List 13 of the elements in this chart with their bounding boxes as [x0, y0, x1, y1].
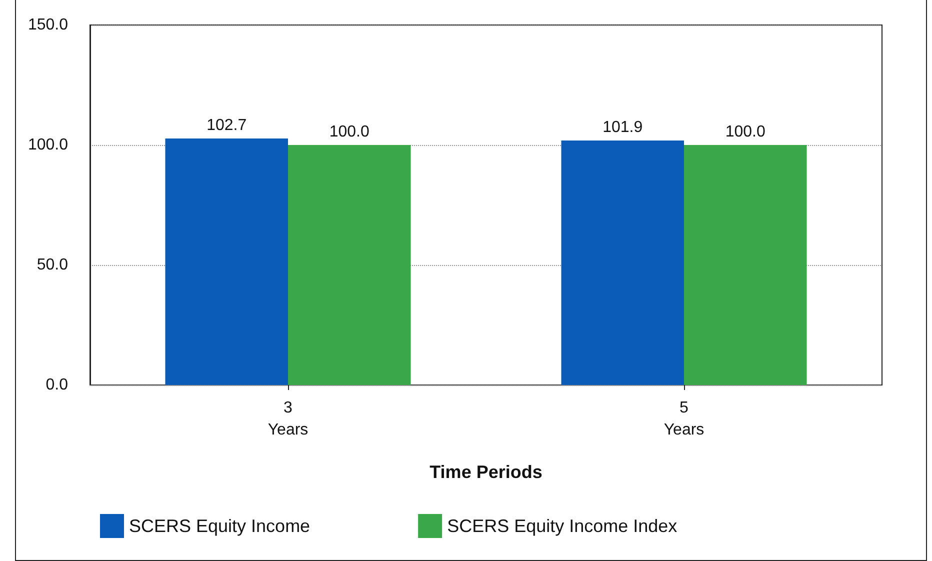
y-tick-label: 100.0	[28, 136, 68, 154]
x-tick-label: 5 Years	[664, 400, 704, 438]
y-tick-label: 0.0	[46, 376, 68, 394]
y-tick-label: 150.0	[28, 16, 68, 34]
data-label: 101.9	[602, 118, 643, 136]
legend-label: SCERS Equity Income	[129, 516, 310, 536]
legend-label: SCERS Equity Income Index	[447, 516, 678, 536]
y-tick-label: 50.0	[36, 256, 68, 274]
x-axis-title: Time Periods	[430, 462, 542, 482]
x-tick-label: 3 Years	[268, 400, 308, 438]
data-label: 100.0	[329, 124, 370, 140]
data-label: 100.0	[725, 124, 766, 140]
data-label: 102.7	[206, 117, 247, 134]
